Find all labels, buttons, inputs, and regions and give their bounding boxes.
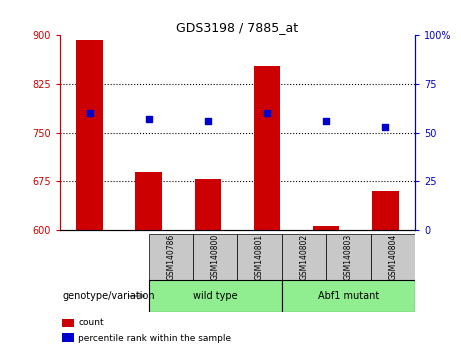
Bar (372, 191, 399, 230)
FancyBboxPatch shape (326, 234, 371, 280)
Text: percentile rank within the sample: percentile rank within the sample (78, 333, 231, 343)
Bar (136, 172, 162, 230)
FancyBboxPatch shape (148, 234, 193, 280)
FancyBboxPatch shape (282, 280, 415, 312)
Point (382, 124, 389, 130)
Text: GSM140803: GSM140803 (344, 234, 353, 280)
Text: count: count (78, 318, 104, 327)
Point (322, 118, 330, 124)
Text: GSM140802: GSM140802 (300, 234, 308, 280)
Text: GSM140804: GSM140804 (388, 234, 397, 280)
Point (145, 116, 152, 122)
Point (86, 110, 93, 116)
Point (263, 110, 271, 116)
Text: Abf1 mutant: Abf1 mutant (318, 291, 379, 301)
Text: genotype/variation: genotype/variation (62, 291, 155, 301)
FancyBboxPatch shape (237, 234, 282, 280)
Title: GDS3198 / 7885_at: GDS3198 / 7885_at (177, 21, 298, 34)
Text: GSM140786: GSM140786 (166, 234, 175, 280)
Text: GSM140800: GSM140800 (211, 234, 220, 280)
Bar (76, 40, 103, 230)
FancyBboxPatch shape (371, 234, 415, 280)
FancyBboxPatch shape (148, 280, 282, 312)
FancyBboxPatch shape (193, 234, 237, 280)
FancyBboxPatch shape (282, 234, 326, 280)
Bar (195, 179, 221, 230)
Text: wild type: wild type (193, 291, 237, 301)
Text: GSM140801: GSM140801 (255, 234, 264, 280)
Bar (313, 225, 339, 230)
Point (204, 118, 212, 124)
Bar (254, 66, 280, 230)
